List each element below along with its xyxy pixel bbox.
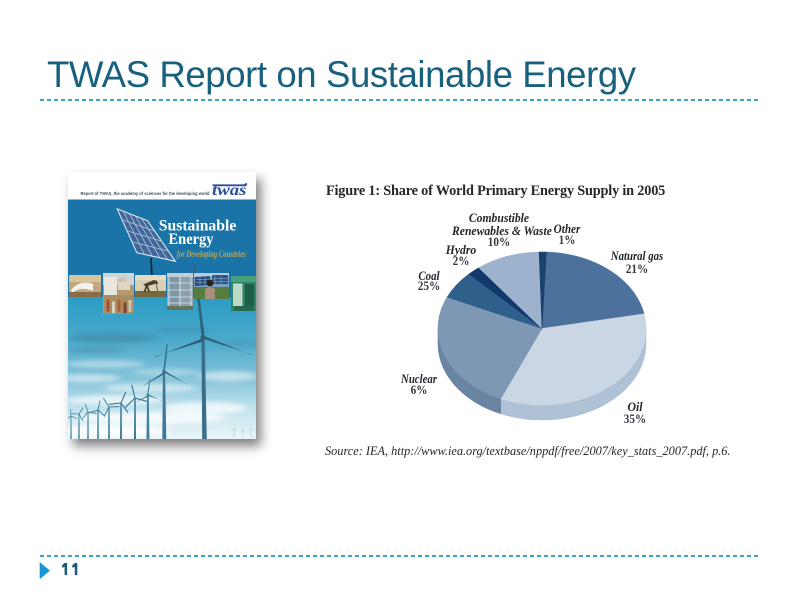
svg-text:Energy: Energy <box>169 230 214 248</box>
svg-text:Report of TWAS, the academy of: Report of TWAS, the academy of sciences … <box>81 191 210 197</box>
svg-text:for Developing Countries: for Developing Countries <box>177 249 246 260</box>
svg-text:twas: twas <box>212 182 247 199</box>
svg-text:Sustainable: Sustainable <box>159 216 237 234</box>
